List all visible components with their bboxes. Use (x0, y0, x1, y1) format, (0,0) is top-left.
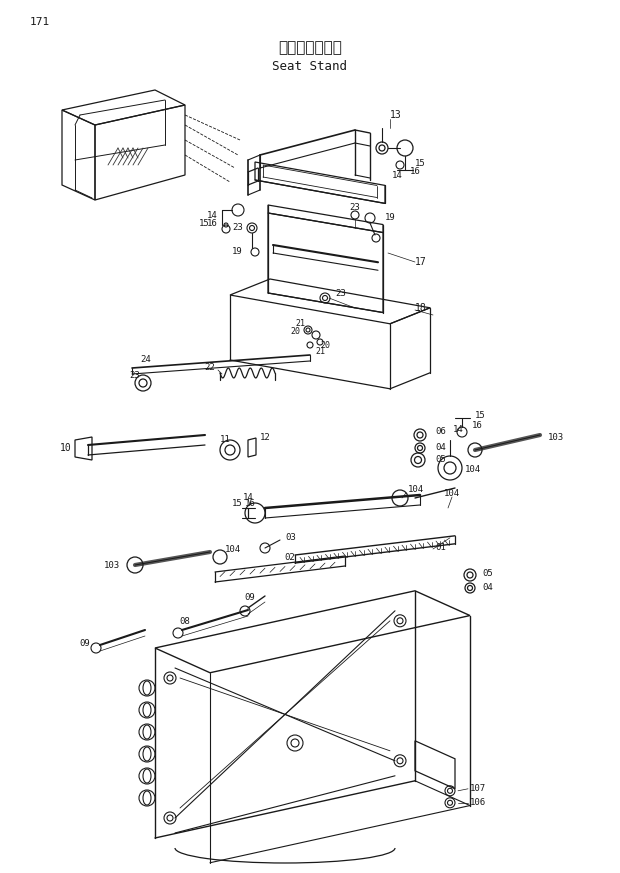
Text: 14: 14 (392, 170, 402, 180)
Text: 02: 02 (285, 553, 295, 562)
Text: 103: 103 (548, 434, 564, 443)
Text: 06: 06 (435, 428, 446, 436)
Text: 17: 17 (415, 257, 427, 267)
Text: 04: 04 (482, 582, 493, 592)
Text: 18: 18 (415, 303, 427, 313)
Text: 16: 16 (207, 219, 218, 229)
Text: 103: 103 (104, 560, 120, 569)
Text: 21: 21 (295, 320, 305, 328)
Text: 19: 19 (232, 248, 243, 257)
Text: 01: 01 (435, 544, 446, 553)
Text: 104: 104 (465, 465, 481, 475)
Text: 15: 15 (415, 159, 425, 168)
Text: 104: 104 (225, 546, 241, 554)
Text: 22: 22 (204, 363, 215, 373)
Text: 04: 04 (435, 443, 446, 451)
Text: 11: 11 (219, 436, 231, 444)
Text: 171: 171 (30, 17, 50, 27)
Text: 20: 20 (320, 340, 330, 349)
Text: 23: 23 (350, 203, 360, 212)
Text: 106: 106 (470, 798, 486, 808)
Text: 16: 16 (410, 168, 420, 176)
Text: 19: 19 (385, 214, 396, 223)
Text: Seat Stand: Seat Stand (273, 60, 347, 73)
Text: 15: 15 (199, 219, 210, 229)
Text: 05: 05 (482, 568, 493, 578)
Text: 12: 12 (260, 432, 271, 442)
Text: 107: 107 (470, 784, 486, 794)
Text: 16: 16 (245, 498, 255, 507)
Text: 20: 20 (290, 327, 300, 336)
Text: 14: 14 (242, 492, 254, 501)
Text: シートスタンド: シートスタンド (278, 40, 342, 56)
Text: 09: 09 (79, 640, 90, 649)
Text: 08: 08 (180, 617, 190, 627)
Text: 15: 15 (475, 410, 485, 420)
Text: 10: 10 (60, 443, 72, 453)
Text: 14: 14 (453, 425, 463, 435)
Text: 24: 24 (140, 355, 151, 365)
Text: 09: 09 (245, 594, 255, 602)
Text: 14: 14 (207, 211, 218, 221)
Text: 23: 23 (232, 223, 243, 232)
Text: 13: 13 (390, 110, 402, 120)
Text: 03: 03 (285, 533, 296, 541)
Text: 104: 104 (408, 485, 424, 494)
Text: 15: 15 (232, 498, 242, 507)
Text: 23: 23 (130, 370, 140, 380)
Text: 05: 05 (435, 456, 446, 464)
Text: 21: 21 (315, 347, 325, 356)
Text: 104: 104 (444, 489, 460, 498)
Text: 16: 16 (472, 421, 483, 430)
Text: 23: 23 (335, 288, 346, 298)
